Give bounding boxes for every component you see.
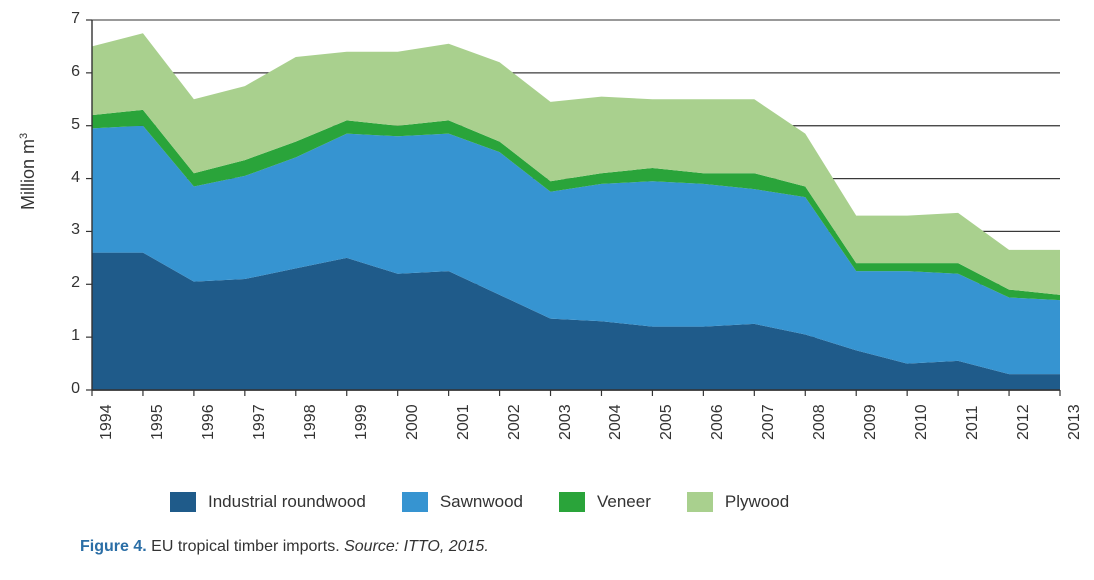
y-axis-label: Million m3 xyxy=(18,133,39,210)
legend-item: Sawnwood xyxy=(402,492,523,512)
legend-item: Veneer xyxy=(559,492,651,512)
figure-caption: Figure 4. EU tropical timber imports. So… xyxy=(80,538,489,556)
x-tick-label: 1996 xyxy=(200,404,218,440)
legend-label: Industrial roundwood xyxy=(208,492,366,512)
x-tick-label: 2012 xyxy=(1015,404,1033,440)
x-tick-label: 2011 xyxy=(964,406,982,440)
x-tick-label: 2006 xyxy=(709,404,727,440)
figure-label: Figure 4. xyxy=(80,538,147,555)
x-tick-label: 1999 xyxy=(353,404,371,440)
y-tick-label: 1 xyxy=(54,327,80,345)
y-tick-label: 0 xyxy=(54,380,80,398)
x-tick-label: 2005 xyxy=(658,404,676,440)
legend-label: Sawnwood xyxy=(440,492,523,512)
x-tick-label: 1994 xyxy=(98,404,116,440)
x-tick-label: 2003 xyxy=(557,404,575,440)
legend-swatch xyxy=(170,492,196,512)
legend-label: Plywood xyxy=(725,492,789,512)
x-tick-label: 2007 xyxy=(760,404,778,440)
x-tick-label: 2008 xyxy=(811,404,829,440)
legend-swatch xyxy=(687,492,713,512)
legend-label: Veneer xyxy=(597,492,651,512)
x-tick-label: 1995 xyxy=(149,404,167,440)
x-tick-label: 2002 xyxy=(506,404,524,440)
chart-legend: Industrial roundwood Sawnwood Veneer Plywoo… xyxy=(170,492,789,512)
legend-swatch xyxy=(402,492,428,512)
y-tick-label: 7 xyxy=(54,10,80,28)
chart-container: Million m3 0 1 2 3 4 5 6 7 1994 1995 1996 1997 1998… xyxy=(0,0,1094,580)
x-tick-label: 2000 xyxy=(404,404,422,440)
x-tick-label: 1998 xyxy=(302,404,320,440)
y-tick-label: 5 xyxy=(54,116,80,134)
y-tick-label: 4 xyxy=(54,169,80,187)
x-tick-label: 2010 xyxy=(913,404,931,440)
y-tick-label: 6 xyxy=(54,63,80,81)
legend-item: Industrial roundwood xyxy=(170,492,366,512)
legend-item: Plywood xyxy=(687,492,789,512)
x-tick-label: 2004 xyxy=(607,404,625,440)
x-tick-label: 1997 xyxy=(251,404,269,440)
x-tick-label: 2013 xyxy=(1066,404,1084,440)
legend-swatch xyxy=(559,492,585,512)
x-tick-label: 2001 xyxy=(455,404,473,440)
y-tick-label: 3 xyxy=(54,221,80,239)
figure-title: EU tropical timber imports. xyxy=(151,538,340,555)
x-tick-label: 2009 xyxy=(862,404,880,440)
stacked-area-chart xyxy=(0,0,1094,460)
y-tick-label: 2 xyxy=(54,274,80,292)
figure-source: Source: ITTO, 2015. xyxy=(344,538,489,555)
